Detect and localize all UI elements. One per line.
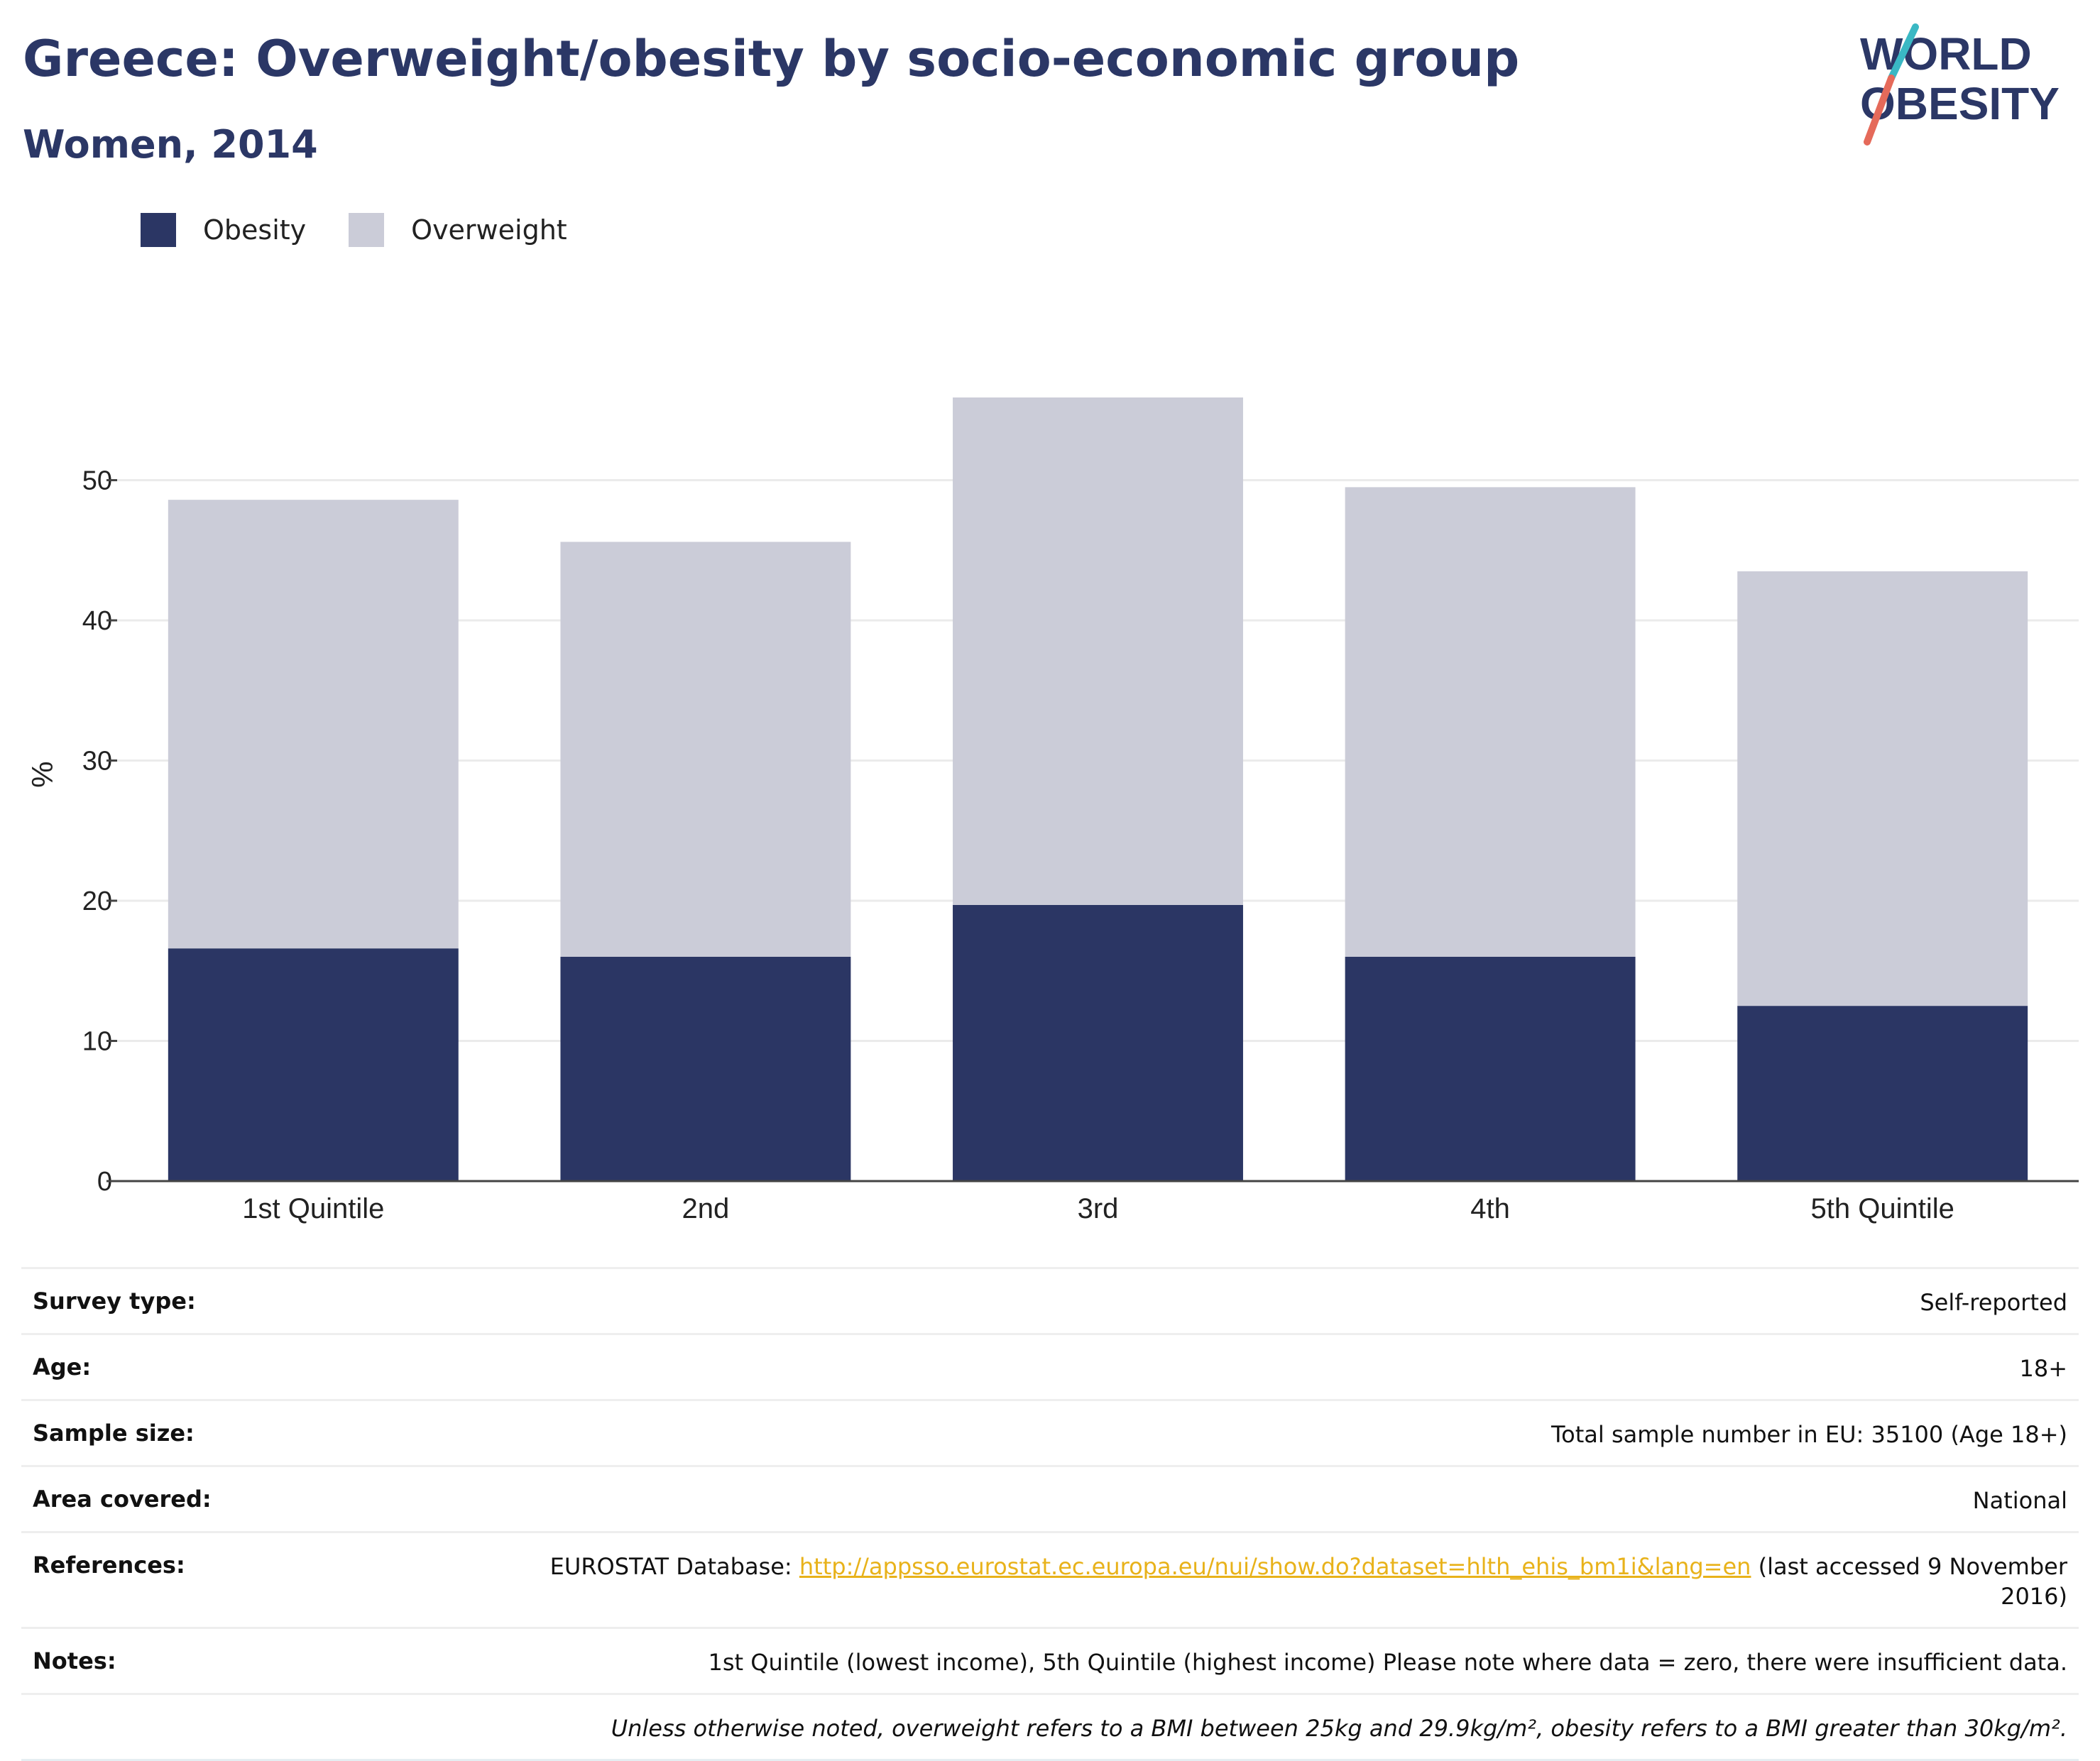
references-value: EUROSTAT Database: http://appsso.eurosta… — [505, 1552, 2067, 1611]
info-row-area-covered: Area covered: National — [21, 1465, 2079, 1531]
legend-item-overweight[interactable]: Overweight — [349, 213, 567, 247]
survey-type-value: Self-reported — [1920, 1289, 2067, 1316]
references-prefix: EUROSTAT Database: — [549, 1553, 799, 1580]
bar-overweight-4 — [1345, 487, 1636, 957]
bar-obesity-3 — [953, 904, 1243, 1181]
logo-slash-top — [1888, 23, 1919, 82]
logo-slash-bottom — [1864, 75, 1895, 146]
info-table: Survey type: Self-reported Age: 18+ Samp… — [21, 1267, 2079, 1761]
bar-obesity-2 — [560, 957, 851, 1181]
x-tick-label-2: 2nd — [682, 1193, 730, 1224]
info-row-sample-size: Sample size: Total sample number in EU: … — [21, 1399, 2079, 1465]
references-link[interactable]: http://appsso.eurostat.ec.europa.eu/nui/… — [799, 1553, 1751, 1580]
legend-label-obesity: Obesity — [203, 214, 307, 246]
references-label: References: — [33, 1552, 185, 1579]
info-row-age: Age: 18+ — [21, 1333, 2079, 1399]
notes-label: Notes: — [33, 1647, 116, 1674]
x-tick-label-4: 4th — [1470, 1193, 1510, 1224]
area-covered-value: National — [1972, 1487, 2067, 1514]
info-row-notes: Notes: 1st Quintile (lowest income), 5th… — [21, 1627, 2079, 1693]
sample-size-label: Sample size: — [33, 1420, 195, 1447]
logo-line1: WORLD — [1860, 28, 2032, 79]
info-row-definition: Unless otherwise noted, overweight refer… — [21, 1693, 2079, 1761]
bar-overweight-1 — [168, 500, 459, 949]
logo-line2: OBESITY — [1860, 78, 2060, 129]
legend-swatch-overweight — [349, 213, 385, 247]
info-row-survey-type: Survey type: Self-reported — [21, 1267, 2079, 1333]
legend-label-overweight: Overweight — [411, 214, 567, 246]
age-label: Age: — [33, 1354, 92, 1381]
notes-value: 1st Quintile (lowest income), 5th Quinti… — [708, 1649, 2068, 1676]
bar-obesity-4 — [1345, 957, 1636, 1181]
age-value: 18+ — [2019, 1355, 2067, 1382]
bar-obesity-5 — [1737, 1006, 2028, 1181]
bar-overweight-3 — [953, 397, 1243, 905]
x-tick-label-5: 5th Quintile — [1811, 1193, 1954, 1224]
bar-overweight-2 — [560, 542, 851, 957]
chart-subtitle: Women, 2014 — [23, 122, 318, 167]
sample-size-value: Total sample number in EU: 35100 (Age 18… — [1551, 1421, 2067, 1448]
x-tick-label-1: 1st Quintile — [242, 1193, 384, 1224]
y-tick-label-0: 0 — [97, 1167, 112, 1197]
survey-type-label: Survey type: — [33, 1288, 196, 1315]
legend-swatch-obesity — [141, 213, 176, 247]
legend: Obesity Overweight — [141, 210, 610, 250]
area-covered-label: Area covered: — [33, 1486, 212, 1513]
bar-overweight-5 — [1737, 571, 2028, 1006]
chart-title: Greece: Overweight/obesity by socio-econ… — [23, 30, 1520, 88]
legend-item-obesity[interactable]: Obesity — [141, 213, 306, 247]
world-obesity-logo: WORLD OBESITY — [1860, 23, 2060, 146]
x-tick-label-3: 3rd — [1078, 1193, 1119, 1224]
definition-note: Unless otherwise noted, overweight refer… — [611, 1715, 2067, 1742]
info-row-references: References: EUROSTAT Database: http://ap… — [21, 1531, 2079, 1627]
y-axis-label: % — [26, 762, 59, 788]
bar-obesity-1 — [168, 948, 459, 1181]
references-suffix: (last accessed 9 November 2016) — [1751, 1553, 2067, 1610]
